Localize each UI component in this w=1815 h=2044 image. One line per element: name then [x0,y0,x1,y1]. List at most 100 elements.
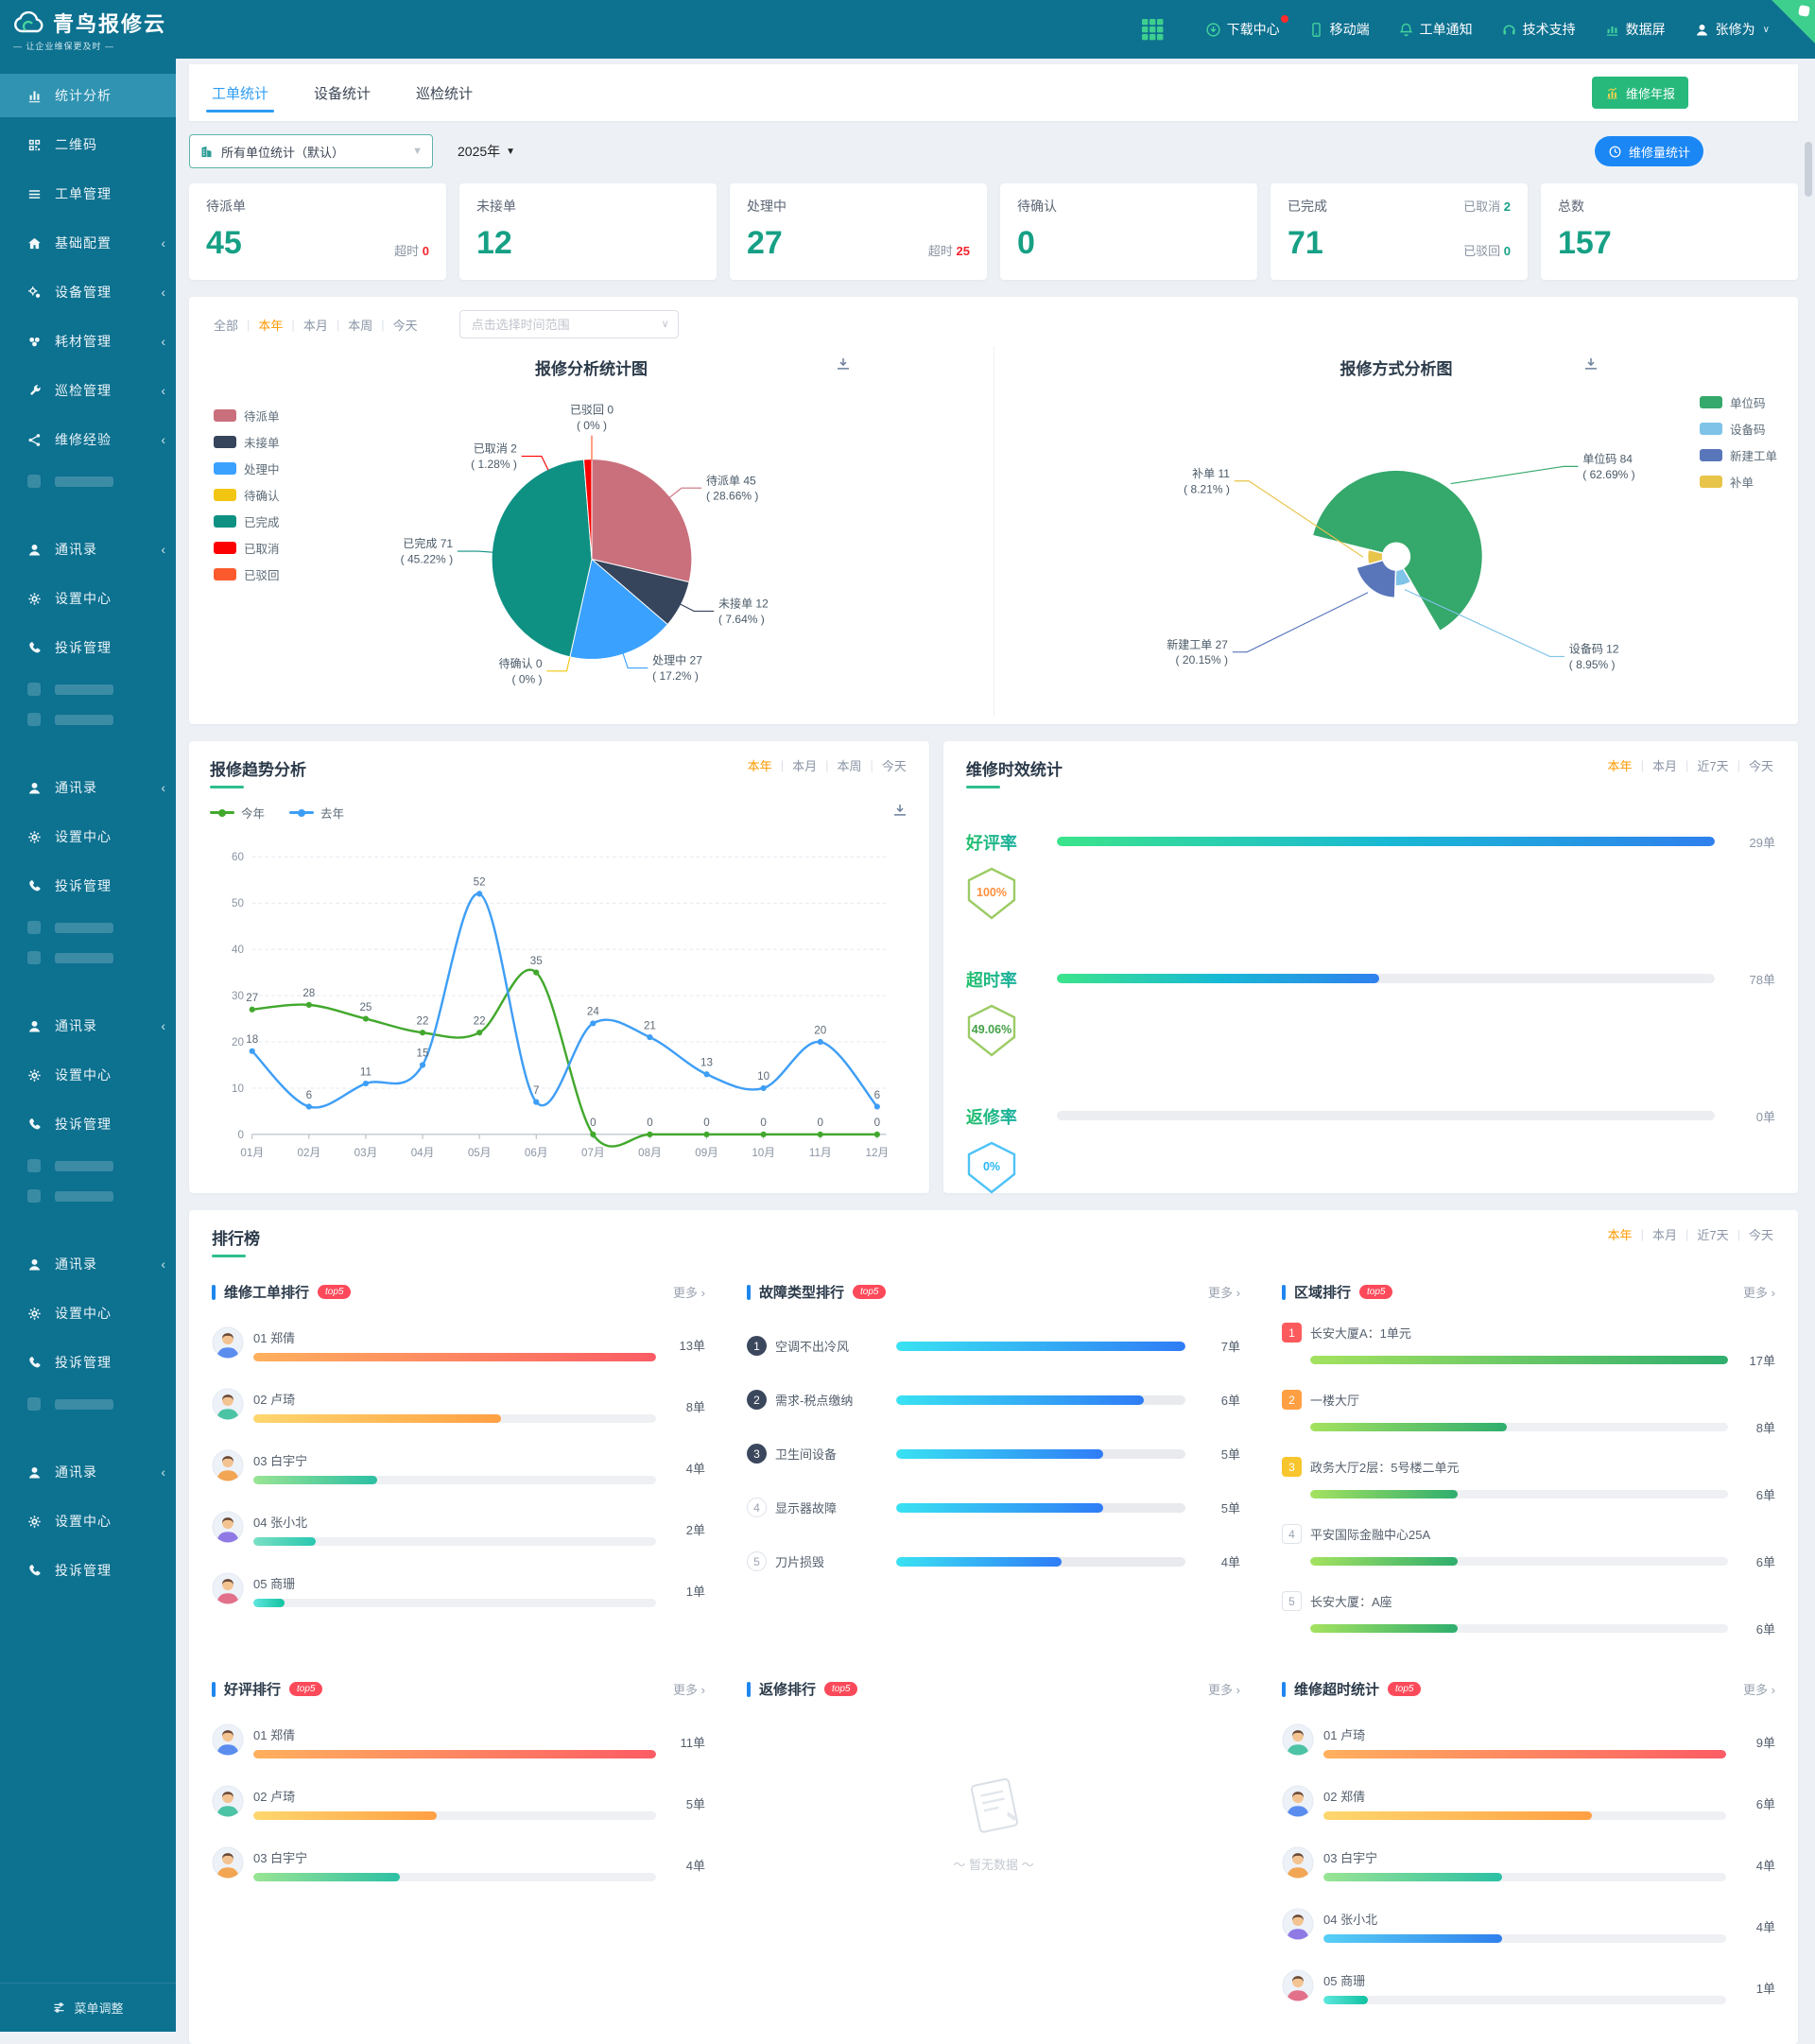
nav-order-notice[interactable]: 工单通知 [1398,20,1473,39]
filter-今天[interactable]: 今天 [881,759,907,773]
legend-item-已取消[interactable]: 已取消 [214,539,280,557]
filter-今天[interactable]: 今天 [1748,1228,1773,1242]
legend-item-待派单[interactable]: 待派单 [214,407,280,424]
filter-本周[interactable]: 本周 [348,318,373,333]
rose-slice-单位码[interactable] [1311,469,1484,632]
legend-item-处理中[interactable]: 处理中 [214,459,280,477]
legend-item-设备码[interactable]: 设备码 [1699,420,1777,438]
data-point[interactable] [817,1038,823,1046]
data-point[interactable] [873,1131,880,1138]
filter-近7天[interactable]: 近7天 [1697,759,1729,773]
year-select[interactable]: 2025年 ▼ [458,142,515,161]
sidebar-item-gear-10[interactable]: 设置中心 [0,577,176,620]
data-point[interactable] [647,1034,653,1041]
filter-本月[interactable]: 本月 [1651,759,1677,773]
filter-本年[interactable]: 本年 [747,759,772,773]
sidebar-item-user-24[interactable]: 通讯录 ‹ [0,1242,176,1286]
sidebar-item-user-28[interactable]: 通讯录 ‹ [0,1450,176,1494]
filter-本月[interactable]: 本月 [792,759,818,773]
data-point[interactable] [760,1131,767,1138]
more-link[interactable]: 更多 › [1743,1683,1775,1697]
data-point[interactable] [476,1030,483,1036]
data-point[interactable] [760,1084,767,1092]
legend-item-未接单[interactable]: 未接单 [214,433,280,451]
nav-data-screen[interactable]: 数据屏 [1604,20,1666,39]
apps-grid-icon[interactable] [1141,18,1164,41]
sidebar-item-gear-29[interactable]: 设置中心 [0,1499,176,1543]
sidebar-item-wrench-6[interactable]: 巡检管理 ‹ [0,369,176,412]
filter-今天[interactable]: 今天 [1748,759,1773,773]
data-point[interactable] [362,1080,370,1087]
data-point[interactable] [419,1030,426,1036]
filter-本月[interactable]: 本月 [302,318,328,333]
trend-legend-今年[interactable]: 今年 [210,804,265,822]
tab-1[interactable]: 设备统计 [314,85,372,102]
nav-download-center[interactable]: 下载中心 [1205,15,1288,39]
sidebar-item-phone-16[interactable]: 投诉管理 [0,864,176,908]
tab-2[interactable]: 巡检统计 [416,85,474,102]
data-point[interactable] [873,1103,880,1110]
trend-legend-去年[interactable]: 去年 [289,804,344,822]
legend-item-单位码[interactable]: 单位码 [1699,393,1777,411]
filter-今天[interactable]: 今天 [392,318,418,333]
sidebar-item-phone-21[interactable]: 投诉管理 [0,1102,176,1146]
nav-mobile[interactable]: 移动端 [1308,20,1370,39]
more-link[interactable]: 更多 › [673,1286,705,1300]
filter-本周[interactable]: 本周 [837,759,862,773]
data-point[interactable] [703,1071,710,1078]
annual-report-button[interactable]: 维修年报 [1591,77,1688,109]
data-point[interactable] [305,1103,312,1110]
filter-本月[interactable]: 本月 [1651,1228,1677,1242]
data-point[interactable] [249,1006,255,1013]
nav-tech-support[interactable]: 技术支持 [1501,20,1576,39]
filter-本年[interactable]: 本年 [258,318,284,333]
filter-本年[interactable]: 本年 [1607,759,1633,773]
data-point[interactable] [703,1131,710,1138]
date-range-picker[interactable]: ∨ [420,310,679,338]
more-link[interactable]: 更多 › [1208,1683,1240,1697]
legend-item-新建工单[interactable]: 新建工单 [1699,446,1777,464]
sidebar-item-user-9[interactable]: 通讯录 ‹ [0,528,176,571]
sidebar-item-qrcode-1[interactable]: 二维码 [0,123,176,166]
data-point[interactable] [590,1131,596,1138]
data-point[interactable] [590,1020,596,1027]
data-point[interactable] [647,1131,653,1138]
download-chart-icon[interactable] [835,355,852,377]
filter-全部[interactable]: 全部 [214,318,239,333]
sidebar-item-phone-26[interactable]: 投诉管理 [0,1341,176,1384]
more-link[interactable]: 更多 › [673,1683,705,1697]
volume-stats-button[interactable]: 维修量统计 [1594,136,1703,166]
sidebar-item-user-19[interactable]: 通讯录 ‹ [0,1004,176,1048]
data-point[interactable] [533,969,540,976]
sidebar-item-share-7[interactable]: 维修经验 ‹ [0,418,176,461]
sidebar-item-list-2[interactable]: 工单管理 [0,172,176,216]
data-point[interactable] [419,1062,426,1068]
unit-filter-select[interactable]: 所有单位统计（默认） ▼ [189,134,433,168]
rose-slice-新建工单[interactable] [1355,559,1397,599]
legend-item-待确认[interactable]: 待确认 [214,486,280,504]
data-point[interactable] [817,1131,823,1138]
data-point[interactable] [476,891,483,897]
tab-0[interactable]: 工单统计 [205,66,275,120]
download-chart-icon[interactable] [1582,355,1599,377]
sidebar-item-phone-30[interactable]: 投诉管理 [0,1549,176,1592]
sidebar-item-chart-0[interactable]: 统计分析 [0,74,176,117]
nav-user[interactable]: 张修为 ∨ [1694,20,1770,39]
sidebar-item-phone-11[interactable]: 投诉管理 [0,626,176,669]
page-scrollbar[interactable] [1805,142,1812,197]
sidebar-item-gear-20[interactable]: 设置中心 [0,1053,176,1097]
sidebar-item-gear-15[interactable]: 设置中心 [0,815,176,858]
data-point[interactable] [249,1048,255,1054]
more-link[interactable]: 更多 › [1208,1286,1240,1300]
rose-slice-补单[interactable] [1366,548,1384,565]
data-point[interactable] [362,1015,370,1022]
more-link[interactable]: 更多 › [1743,1286,1775,1300]
legend-item-补单[interactable]: 补单 [1699,473,1777,491]
sidebar-footer-menu-adjust[interactable]: 菜单调整 [0,1983,176,2032]
sidebar-item-boxes-5[interactable]: 耗材管理 ‹ [0,320,176,363]
filter-本年[interactable]: 本年 [1607,1228,1633,1242]
sidebar-item-user-14[interactable]: 通讯录 ‹ [0,766,176,809]
filter-近7天[interactable]: 近7天 [1697,1228,1729,1242]
sidebar-item-gears-4[interactable]: 设备管理 ‹ [0,270,176,314]
legend-item-已驳回[interactable]: 已驳回 [214,565,280,583]
